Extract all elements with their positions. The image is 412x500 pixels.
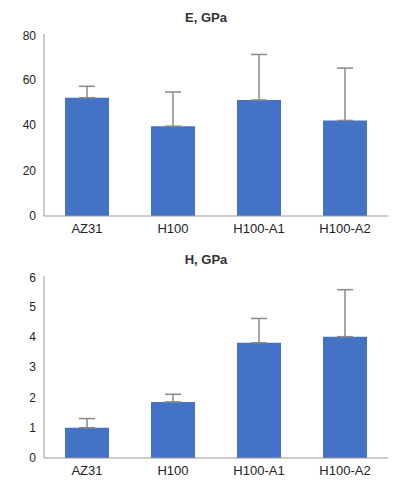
svg-text:H100-A2: H100-A2 bbox=[319, 463, 370, 478]
svg-text:AZ31: AZ31 bbox=[71, 463, 102, 478]
svg-text:5: 5 bbox=[29, 300, 36, 314]
svg-text:0: 0 bbox=[29, 451, 36, 465]
svg-text:60: 60 bbox=[23, 73, 37, 87]
svg-text:H100-A1: H100-A1 bbox=[233, 221, 284, 236]
svg-text:H100-A2: H100-A2 bbox=[319, 221, 370, 236]
svg-text:H100: H100 bbox=[157, 463, 188, 478]
svg-text:80: 80 bbox=[23, 29, 37, 43]
svg-text:20: 20 bbox=[23, 164, 37, 178]
svg-text:4: 4 bbox=[29, 330, 36, 344]
svg-text:3: 3 bbox=[29, 360, 36, 374]
svg-text:40: 40 bbox=[23, 118, 37, 132]
svg-text:H100: H100 bbox=[157, 221, 188, 236]
svg-text:2: 2 bbox=[29, 391, 36, 405]
svg-text:1: 1 bbox=[29, 421, 36, 435]
html-text:E, GPa: E, GPa bbox=[185, 10, 227, 25]
svg-text:H100-A1: H100-A1 bbox=[233, 463, 284, 478]
svg-text:AZ31: AZ31 bbox=[71, 221, 102, 236]
svg-text:0: 0 bbox=[29, 209, 36, 223]
html-text:H, GPa: H, GPa bbox=[184, 252, 228, 267]
svg-text:6: 6 bbox=[29, 271, 36, 285]
